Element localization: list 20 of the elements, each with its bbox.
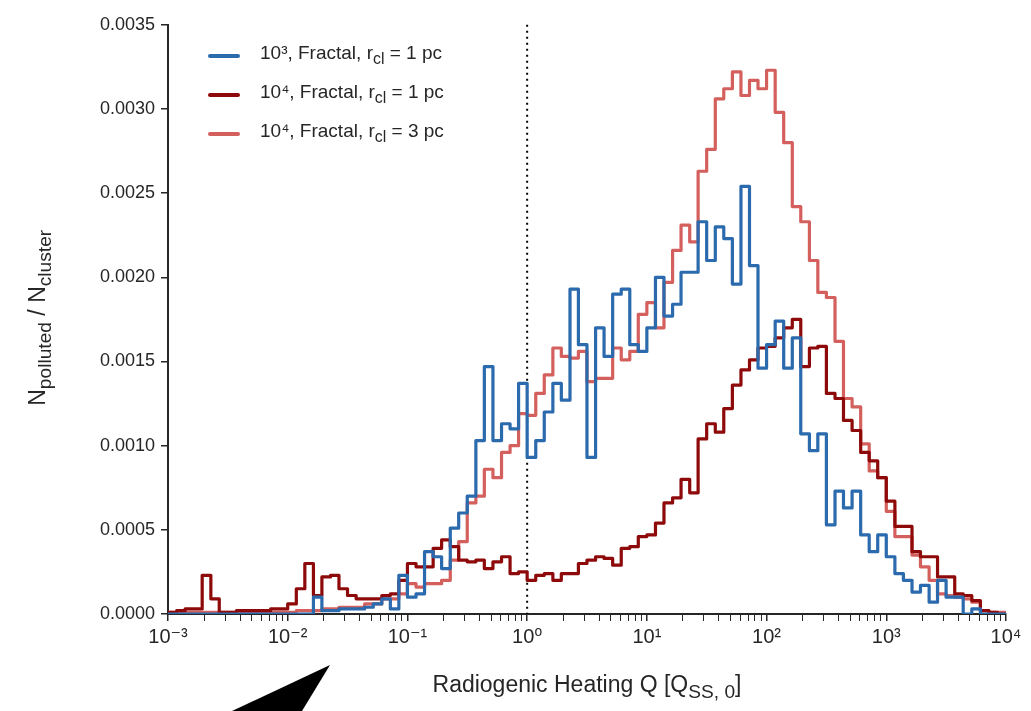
legend-label: 10⁴, Fractal, r$_{cl}$ = 3 pc <box>260 119 444 147</box>
x-tick-label: 10⁻¹ <box>387 624 428 647</box>
x-axis-title: Radiogenic Heating Q [Q$_{SS, 0}$] <box>431 671 743 703</box>
y-tick-label: 0.0015 <box>99 350 155 371</box>
x-tick-label: 10² <box>752 624 782 647</box>
x-tick-label: 10⁴ <box>990 624 1022 647</box>
legend-label: 10⁴, Fractal, r$_{cl}$ = 1 pc <box>260 80 444 108</box>
y-tick-label: 0.0025 <box>99 182 155 203</box>
legend-label: 10³, Fractal, r$_{cl}$ = 1 pc <box>260 41 442 69</box>
x-tick-label: 10⁰ <box>512 624 543 647</box>
y-tick-label: 0.0020 <box>99 266 155 287</box>
y-tick-label: 0.0010 <box>99 434 155 455</box>
x-tick-label: 10⁻² <box>267 624 308 647</box>
x-tick-label: 10³ <box>871 624 902 647</box>
y-tick-label: 0.0000 <box>99 602 155 623</box>
x-tick-label: 10¹ <box>632 624 662 647</box>
y-tick-label: 0.0005 <box>99 518 155 539</box>
y-tick-label: 0.0030 <box>99 97 155 118</box>
x-tick-label: 10⁻³ <box>148 624 189 647</box>
y-tick-label: 0.0035 <box>99 13 155 34</box>
